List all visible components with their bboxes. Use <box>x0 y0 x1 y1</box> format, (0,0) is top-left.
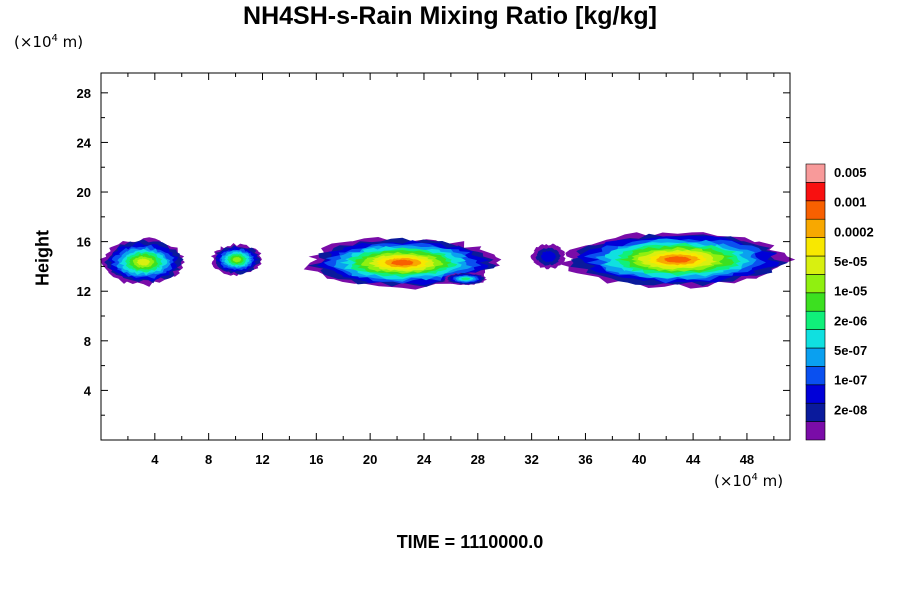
colorbar-label: 5e-05 <box>834 254 867 269</box>
y-tick-label: 24 <box>77 135 92 150</box>
colorbar-swatch <box>805 384 826 404</box>
colorbar-swatch <box>805 402 826 422</box>
colorbar-swatch <box>805 255 826 275</box>
colorbar-swatch <box>805 310 826 330</box>
cloud-region-3-level-6 <box>461 277 471 281</box>
colorbar-swatch <box>805 218 826 238</box>
x-axis-unit: (×104 m) <box>714 472 784 490</box>
colorbar-label: 5e-07 <box>834 343 867 358</box>
y-tick-label: 12 <box>77 284 91 299</box>
y-tick-label: 28 <box>77 86 91 101</box>
colorbar-swatch <box>805 274 826 294</box>
x-tick-label: 40 <box>632 452 646 467</box>
colorbar-swatch <box>805 329 826 349</box>
colorbar-swatch <box>805 182 826 202</box>
x-tick-label: 12 <box>255 452 269 467</box>
x-tick-label: 28 <box>471 452 485 467</box>
y-tick-label: 16 <box>77 235 91 250</box>
colorbar-label: 2e-08 <box>834 402 867 417</box>
colorbar-label: 0.005 <box>834 165 867 180</box>
x-tick-label: 24 <box>417 452 432 467</box>
cloud-region-2-level-12 <box>390 259 414 266</box>
plot-frame <box>100 72 791 441</box>
cloud-region-5-level-12 <box>663 256 692 263</box>
colorbar-label: 0.001 <box>834 195 867 210</box>
colorbar-label: 1e-05 <box>834 284 867 299</box>
x-tick-label: 36 <box>578 452 592 467</box>
time-label: TIME = 1110000.0 <box>396 532 544 552</box>
cloud-region-1-level-8 <box>232 256 242 263</box>
colorbar-swatch <box>805 200 826 220</box>
x-tick-label: 48 <box>740 452 754 467</box>
x-tick-label: 4 <box>151 452 159 467</box>
x-tick-label: 20 <box>363 452 377 467</box>
y-tick-label: 20 <box>77 185 91 200</box>
colorbar-label: 0.0002 <box>834 224 874 239</box>
colorbar-swatch <box>805 292 826 312</box>
colorbar-swatch <box>805 366 826 386</box>
x-tick-label: 32 <box>524 452 538 467</box>
y-axis-unit: (×104 m) <box>14 33 84 51</box>
colorbar-label: 1e-07 <box>834 373 867 388</box>
colorbar-label: 2e-06 <box>834 313 867 328</box>
chart-title: NH4SH-s-Rain Mixing Ratio [kg/kg] <box>243 2 657 30</box>
x-tick-label: 44 <box>686 452 701 467</box>
colorbar-swatch <box>805 421 826 441</box>
x-tick-label: 16 <box>309 452 323 467</box>
colorbar-swatch <box>805 347 826 367</box>
cloud-region-4-level-2 <box>540 250 557 263</box>
colorbar-swatch <box>805 237 826 257</box>
x-tick-label: 8 <box>205 452 212 467</box>
cloud-region-0-level-9 <box>136 258 151 266</box>
y-tick-label: 4 <box>84 383 92 398</box>
colorbar-swatch <box>805 163 826 183</box>
y-tick-label: 8 <box>84 334 91 349</box>
